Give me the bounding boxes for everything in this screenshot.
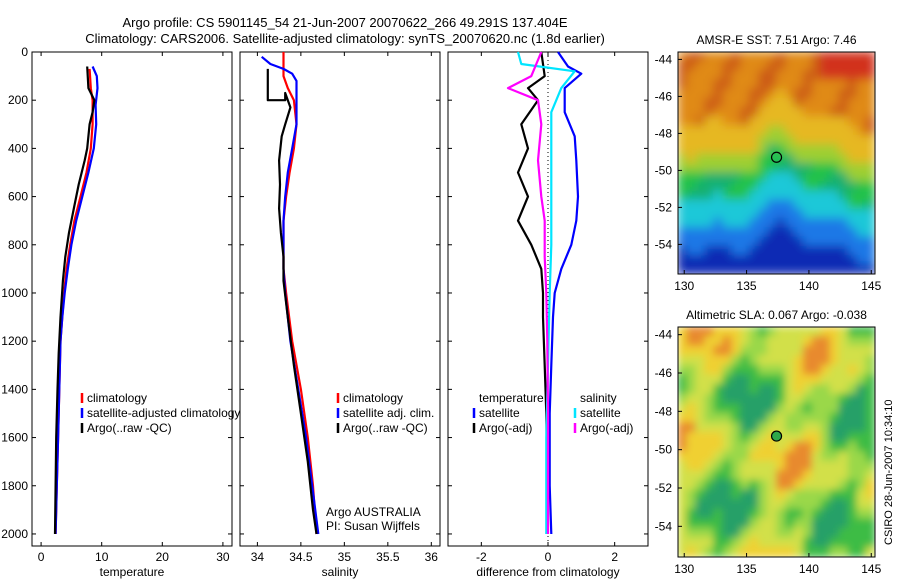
- temperature-xtick-label: 20: [156, 550, 170, 564]
- series-line-sal_argo: [506, 51, 550, 534]
- difference-xtick-label: -2: [476, 550, 487, 564]
- side-stamp: CSIRO 28-Jun-2007 10:34:10: [883, 399, 895, 545]
- temperature-ytick-label: 1800: [1, 479, 28, 493]
- sst-map: AMSR-E SST: 7.51 Argo: 7.46 130 135 140 145 -…: [655, 33, 882, 293]
- salinity-legend-label: Argo(..raw -QC): [343, 421, 428, 435]
- temperature-ytick-label: 600: [8, 190, 28, 204]
- sst-map-title: AMSR-E SST: 7.51 Argo: 7.46: [696, 33, 856, 47]
- series-line-satellite: [548, 51, 583, 535]
- salinity-xtick-label: 35: [338, 550, 352, 564]
- temperature-ytick-label: 2000: [1, 527, 28, 541]
- salinity-xtick-label: 35.5: [376, 550, 400, 564]
- salinity-axes-frame: [239, 51, 441, 547]
- series-line-sal_satellite: [516, 51, 576, 534]
- temperature-xtick-label: 10: [95, 550, 109, 564]
- temperature-ytick-label: 400: [8, 141, 28, 155]
- salinity-xtick-label: 36: [425, 550, 439, 564]
- difference-salinity-legend-label: salinity: [580, 391, 617, 405]
- salinity-xtick-label: 34.5: [289, 550, 313, 564]
- sst-ytick-label: -46: [655, 89, 673, 103]
- argo-location-marker: [770, 151, 783, 163]
- difference-temperature-legend-label: temperature: [479, 391, 544, 405]
- sla-ytick-label: -52: [655, 481, 673, 495]
- series-line-satellite: [54, 66, 99, 535]
- sst-field: [678, 52, 875, 274]
- argo-location-marker: [770, 430, 783, 442]
- sla-map: Altimetric SLA: 0.067 Argo: -0.038 130 135…: [655, 308, 882, 576]
- sla-ytick-label: -54: [655, 519, 673, 533]
- temperature-ytick-label: 1000: [1, 286, 28, 300]
- difference-xlabel: difference from climatology: [476, 565, 619, 579]
- temperature-panel: 0 200 400 600 800 1000 1200 1400 1600 1800 2000 0 10…: [1, 45, 240, 579]
- sst-map-frame: [677, 51, 876, 275]
- difference-temperature-legend-label: satellite: [479, 406, 520, 420]
- salinity-legend-label: climatology: [343, 391, 403, 405]
- header-line-1: Argo profile: CS 5901145_54 21-Jun-2007 …: [122, 15, 567, 30]
- sla-map-title: Altimetric SLA: 0.067 Argo: -0.038: [686, 308, 867, 322]
- sst-xtick-label: 140: [799, 279, 819, 293]
- temperature-xtick-label: 30: [216, 550, 230, 564]
- sla-field: [678, 327, 875, 557]
- difference-xtick-label: 0: [545, 550, 552, 564]
- salinity-panel: 34 34.5 35 35.5 36 salinity climatologysatelli…: [239, 51, 441, 579]
- sla-map-frame: [677, 326, 876, 558]
- series-line-argo: [516, 51, 549, 534]
- header-line-2: Climatology: CARS2006. Satellite-adjuste…: [85, 31, 605, 46]
- temperature-legend-label: Argo(..raw -QC): [87, 421, 172, 435]
- series-line-argo: [266, 68, 318, 535]
- temperature-xtick-label: 0: [38, 550, 45, 564]
- temperature-ytick-label: 1200: [1, 334, 28, 348]
- difference-xtick-label: 2: [611, 550, 618, 564]
- sla-ytick-label: -48: [655, 404, 673, 418]
- sla-xtick-label: 130: [674, 562, 694, 576]
- difference-salinity-legend-label: satellite: [580, 406, 621, 420]
- sla-xtick-label: 135: [737, 562, 757, 576]
- difference-temperature-legend-label: Argo(-adj): [479, 421, 532, 435]
- temperature-ytick-label: 0: [21, 45, 28, 59]
- series-line-argo: [53, 66, 96, 535]
- sst-ytick-label: -54: [655, 237, 673, 251]
- sla-ytick-label: -46: [655, 366, 673, 380]
- salinity-xlabel: salinity: [322, 565, 359, 579]
- sst-xtick-label: 135: [737, 279, 757, 293]
- salinity-legend-label: satellite adj. clim.: [343, 406, 434, 420]
- temperature-xlabel: temperature: [100, 565, 165, 579]
- sst-xtick-label: 145: [861, 279, 881, 293]
- temperature-ytick-label: 800: [8, 238, 28, 252]
- temperature-ytick-label: 1600: [1, 431, 28, 445]
- temperature-ytick-label: 1400: [1, 382, 28, 396]
- salinity-xtick-label: 34: [251, 550, 265, 564]
- temperature-ytick-label: 200: [8, 93, 28, 107]
- temperature-legend-label: climatology: [87, 391, 147, 405]
- difference-salinity-legend-label: Argo(-adj): [580, 421, 633, 435]
- sst-ytick-label: -52: [655, 200, 673, 214]
- sst-ytick-label: -50: [655, 163, 673, 177]
- sla-ytick-label: -50: [655, 443, 673, 457]
- sla-xtick-label: 145: [861, 562, 881, 576]
- float-program-annotation: Argo AUSTRALIA: [326, 505, 421, 519]
- temperature-axes-frame: [31, 51, 233, 547]
- sst-xtick-label: 130: [674, 279, 694, 293]
- sst-ytick-label: -44: [655, 52, 673, 66]
- sla-ytick-label: -44: [655, 328, 673, 342]
- sla-xtick-label: 140: [799, 562, 819, 576]
- temperature-legend-label: satellite-adjusted climatology: [87, 406, 240, 420]
- sst-ytick-label: -48: [655, 126, 673, 140]
- pi-annotation: PI: Susan Wijffels: [326, 519, 420, 533]
